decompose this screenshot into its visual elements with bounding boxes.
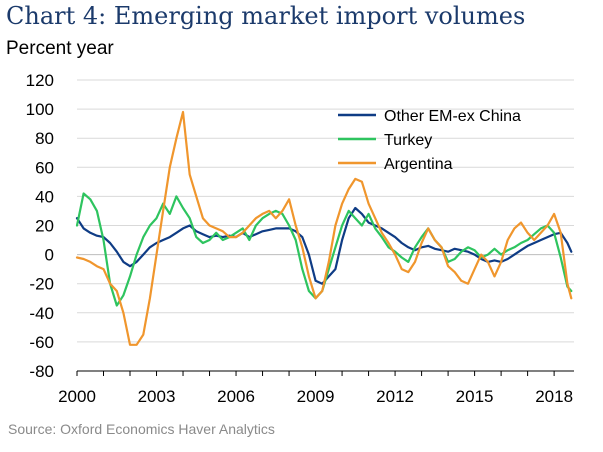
y-tick-label: 120 (26, 71, 54, 90)
legend: Other EM-ex China Turkey Argentina (338, 108, 521, 173)
y-tick-label: 60 (35, 158, 54, 177)
y-tick-label: 100 (26, 100, 54, 119)
chart-title: Chart 4: Emerging market import volumes (6, 2, 526, 30)
x-tick-label: 2009 (297, 387, 335, 406)
y-tick-label: -80 (29, 362, 54, 381)
y-tick-label: -20 (29, 275, 54, 294)
y-tick-label: 80 (35, 129, 54, 148)
y-axis-ticks: 120 100 80 60 40 20 0 -20 -40 -60 -80 (26, 71, 54, 381)
line-chart: 120 100 80 60 40 20 0 -20 -40 -60 -80 2000 2003 2006… (26, 71, 574, 406)
legend-label: Turkey (384, 132, 432, 149)
x-axis-ticks: 2000 2003 2006 2009 2012 2015 2018 (58, 370, 574, 406)
y-tick-label: 0 (45, 246, 54, 265)
y-tick-label: 40 (35, 187, 54, 206)
source-note: Source: Oxford Economics Haver Analytics (8, 421, 275, 437)
y-tick-label: -40 (29, 304, 54, 323)
legend-label: Argentina (384, 156, 453, 173)
y-tick-label: 20 (35, 217, 54, 236)
x-tick-label: 2006 (217, 387, 255, 406)
legend-label: Other EM-ex China (384, 108, 521, 125)
x-tick-label: 2003 (138, 387, 176, 406)
y-axis-label: Percent year (6, 38, 114, 59)
x-tick-label: 2012 (376, 387, 414, 406)
x-tick-label: 2000 (58, 387, 96, 406)
x-tick-label: 2018 (535, 387, 573, 406)
x-tick-label: 2015 (456, 387, 494, 406)
series-line-argentina (75, 110, 573, 346)
y-tick-label: -60 (29, 333, 54, 352)
series-lines (75, 110, 573, 346)
